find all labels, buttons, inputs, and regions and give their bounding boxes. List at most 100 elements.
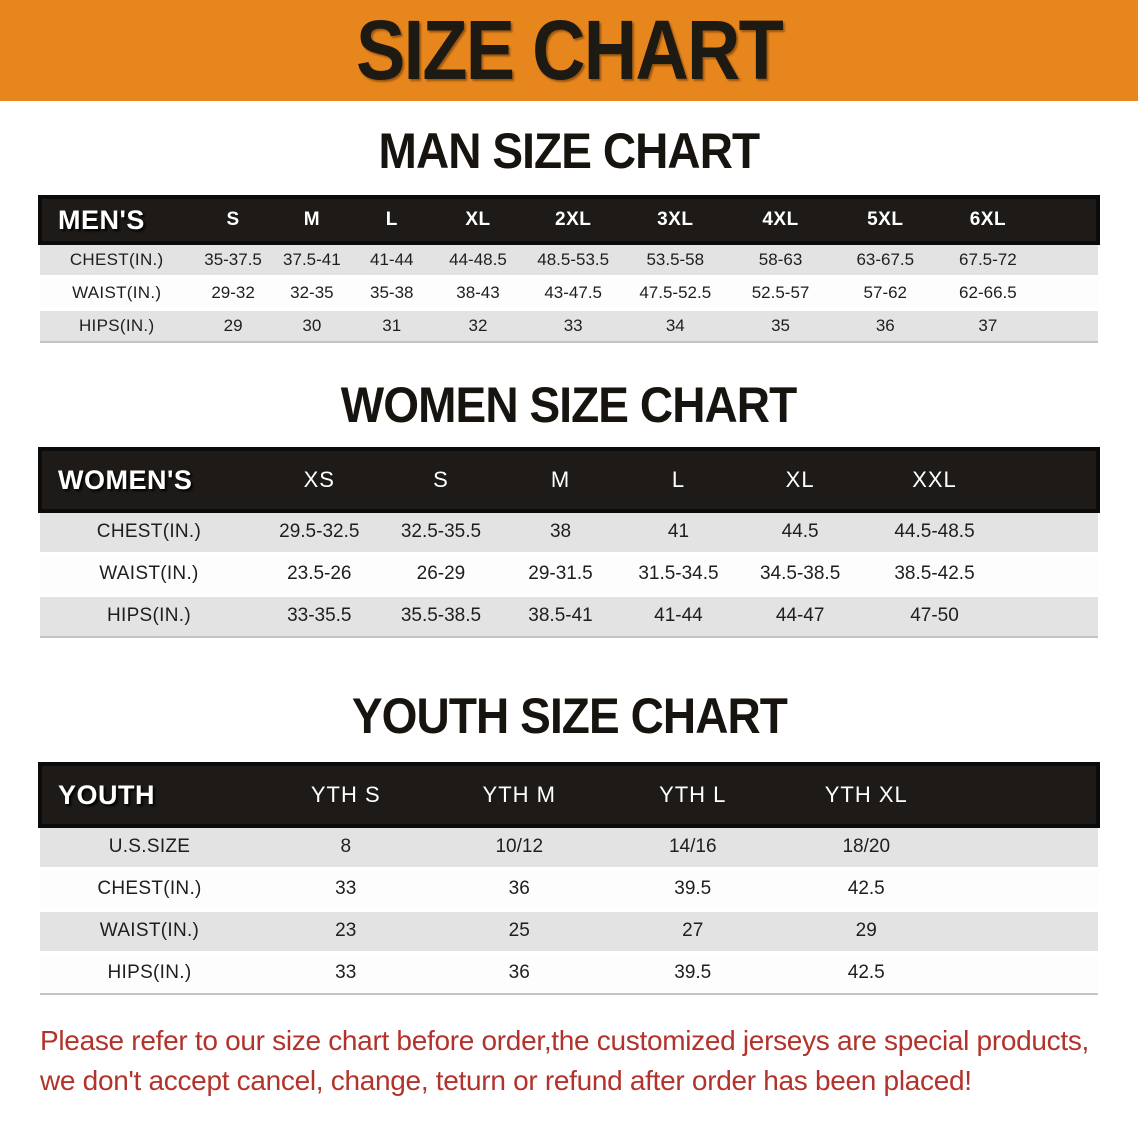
women-chest-row: CHEST(IN.) 29.5-32.5 32.5-35.5 38 41 44.… — [40, 509, 1098, 553]
size-cell: 33-35.5 — [257, 593, 381, 638]
size-cell: 42.5 — [779, 950, 953, 995]
men-size-col-xl: XL — [432, 195, 524, 245]
size-cell: 38 — [501, 509, 620, 553]
size-cell: 27 — [606, 908, 780, 952]
size-cell: 47-50 — [863, 593, 1006, 638]
youth-chest-row: CHEST(IN.) 33 36 39.5 42.5 — [40, 866, 1098, 910]
size-cell: 29-31.5 — [501, 551, 620, 595]
women-hips-row: HIPS(IN.) 33-35.5 35.5-38.5 38.5-41 41-4… — [40, 593, 1098, 638]
row-label: WAIST(IN.) — [40, 551, 258, 595]
banner: SIZE CHART — [0, 0, 1138, 101]
women-size-col-m: M — [501, 447, 620, 513]
size-cell: 14/16 — [606, 824, 780, 868]
size-cell: 37 — [937, 307, 1039, 343]
women-corner-label: WOMEN'S — [38, 447, 258, 513]
size-cell: 32.5-35.5 — [380, 509, 502, 553]
size-chart-page: SIZE CHART MAN SIZE CHART MEN'S S M L XL… — [0, 0, 1138, 1101]
size-cell: 39.5 — [606, 866, 780, 910]
women-section-heading: WOMEN SIZE CHART — [0, 375, 1138, 435]
spacer-cell — [953, 950, 1098, 995]
size-cell: 34.5-38.5 — [737, 551, 864, 595]
youth-size-col-xl: YTH XL — [779, 762, 953, 828]
size-cell: 29 — [779, 908, 953, 952]
youth-ussize-row: U.S.SIZE 8 10/12 14/16 18/20 — [40, 824, 1098, 868]
youth-size-col-m: YTH M — [432, 762, 606, 828]
men-size-col-m: M — [272, 195, 352, 245]
size-cell: 38.5-42.5 — [863, 551, 1006, 595]
men-size-col-l: L — [351, 195, 433, 245]
size-cell: 52.5-57 — [727, 274, 834, 309]
men-size-col-3xl: 3XL — [622, 195, 728, 245]
youth-heading-text: YOUTH SIZE CHART — [351, 688, 787, 744]
women-heading-text: WOMEN SIZE CHART — [341, 377, 797, 433]
size-cell: 30 — [272, 307, 352, 343]
size-cell: 35 — [727, 307, 834, 343]
size-cell: 41-44 — [619, 593, 738, 638]
size-cell: 44-48.5 — [432, 241, 524, 276]
spacer-cell — [953, 866, 1098, 910]
men-size-col-s: S — [193, 195, 273, 245]
size-cell: 32-35 — [272, 274, 352, 309]
spacer-cell — [1005, 509, 1098, 553]
row-label: WAIST(IN.) — [40, 908, 259, 952]
size-cell: 38.5-41 — [501, 593, 620, 638]
size-cell: 53.5-58 — [622, 241, 728, 276]
men-chest-row: CHEST(IN.) 35-37.5 37.5-41 41-44 44-48.5… — [40, 241, 1098, 276]
size-cell: 67.5-72 — [937, 241, 1039, 276]
size-cell: 62-66.5 — [937, 274, 1039, 309]
youth-corner-label: YOUTH — [38, 762, 259, 828]
men-hips-row: HIPS(IN.) 29 30 31 32 33 34 35 36 37 — [40, 307, 1098, 343]
spacer-cell — [1038, 241, 1098, 276]
spacer-cell — [1005, 551, 1098, 595]
size-cell: 33 — [259, 866, 433, 910]
women-size-col-xxl: XXL — [863, 447, 1006, 513]
women-size-col-xl: XL — [737, 447, 864, 513]
size-cell: 29 — [193, 307, 273, 343]
size-cell: 33 — [259, 950, 433, 995]
size-cell: 44.5 — [737, 509, 864, 553]
row-label: CHEST(IN.) — [40, 509, 258, 553]
size-cell: 35-37.5 — [193, 241, 273, 276]
men-size-col-2xl: 2XL — [523, 195, 623, 245]
size-cell: 36 — [432, 866, 606, 910]
size-cell: 8 — [259, 824, 433, 868]
row-label: CHEST(IN.) — [40, 241, 194, 276]
size-cell: 41-44 — [351, 241, 433, 276]
men-section: MAN SIZE CHART MEN'S S M L XL 2XL 3XL 4X… — [0, 121, 1138, 343]
men-header-row: MEN'S S M L XL 2XL 3XL 4XL 5XL 6XL — [37, 195, 1101, 245]
women-size-col-xs: XS — [257, 447, 381, 513]
size-cell: 58-63 — [727, 241, 834, 276]
size-cell: 10/12 — [432, 824, 606, 868]
women-section: WOMEN SIZE CHART WOMEN'S XS S M L XL XXL — [0, 375, 1138, 638]
size-cell: 18/20 — [779, 824, 953, 868]
spacer-cell — [1005, 593, 1098, 638]
men-section-heading: MAN SIZE CHART — [0, 121, 1138, 181]
banner-title: SIZE CHART — [356, 3, 784, 97]
size-cell: 63-67.5 — [833, 241, 938, 276]
men-size-col-6xl: 6XL — [937, 195, 1039, 245]
youth-size-col-l: YTH L — [606, 762, 780, 828]
size-cell: 47.5-52.5 — [622, 274, 728, 309]
women-size-table: WOMEN'S XS S M L XL XXL CHEST(IN.) 29.5-… — [38, 447, 1101, 638]
size-cell: 36 — [833, 307, 938, 343]
men-waist-row: WAIST(IN.) 29-32 32-35 35-38 38-43 43-47… — [40, 274, 1098, 309]
spacer-cell — [953, 762, 1100, 828]
size-cell: 25 — [432, 908, 606, 952]
size-cell: 29-32 — [193, 274, 273, 309]
spacer-cell — [1038, 195, 1101, 245]
size-cell: 34 — [622, 307, 728, 343]
men-corner-label: MEN'S — [37, 195, 194, 245]
women-waist-row: WAIST(IN.) 23.5-26 26-29 29-31.5 31.5-34… — [40, 551, 1098, 595]
men-size-col-5xl: 5XL — [833, 195, 938, 245]
footer-note: Please refer to our size chart before or… — [40, 1021, 1108, 1101]
footer-note-line1: Please refer to our size chart before or… — [40, 1025, 1090, 1056]
row-label: HIPS(IN.) — [40, 307, 194, 343]
size-cell: 39.5 — [606, 950, 780, 995]
men-size-table: MEN'S S M L XL 2XL 3XL 4XL 5XL 6XL CHEST… — [37, 195, 1101, 343]
size-cell: 35-38 — [351, 274, 433, 309]
size-cell: 26-29 — [380, 551, 502, 595]
size-cell: 23 — [259, 908, 433, 952]
size-cell: 23.5-26 — [257, 551, 381, 595]
size-cell: 57-62 — [833, 274, 938, 309]
women-size-col-l: L — [619, 447, 738, 513]
